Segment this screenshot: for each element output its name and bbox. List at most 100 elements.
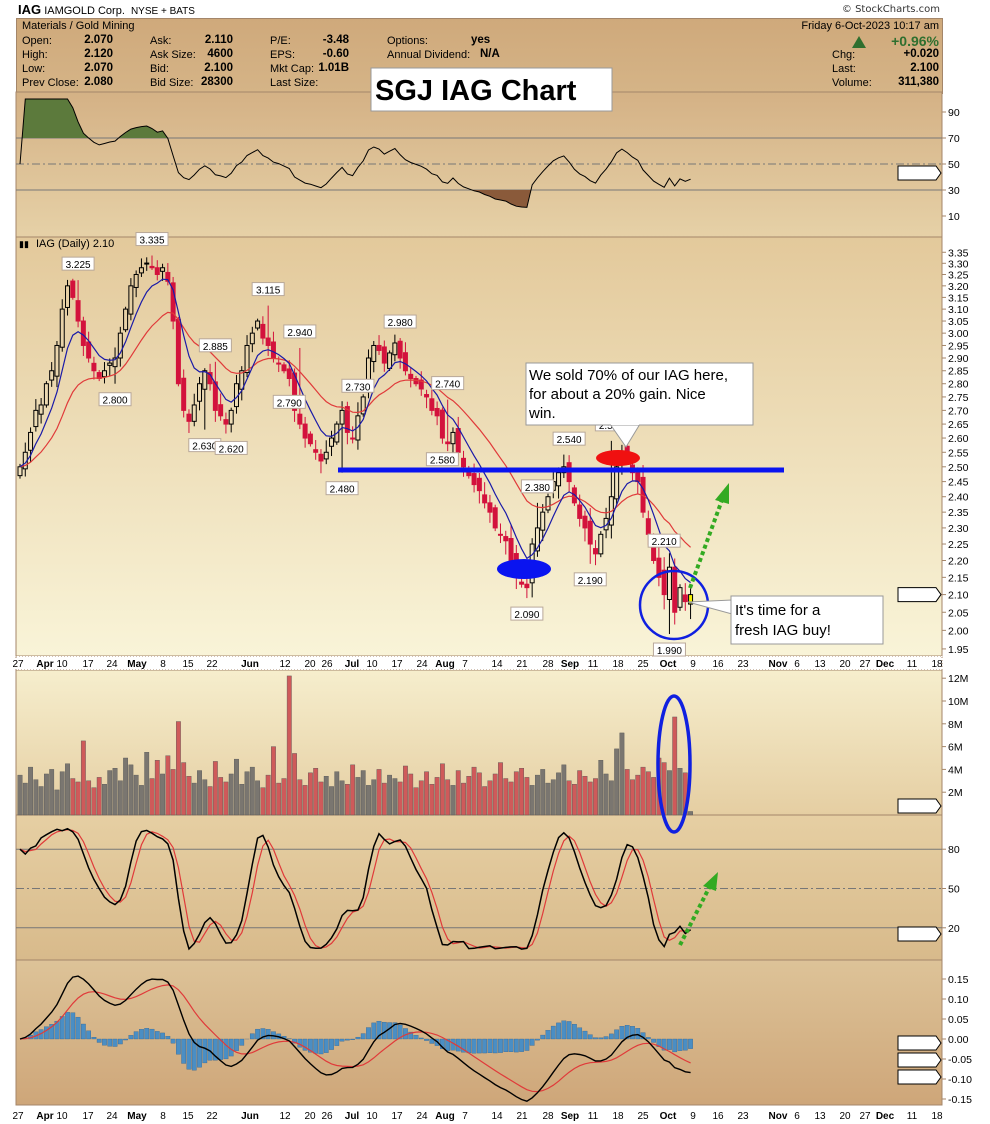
candle-body <box>439 409 445 439</box>
macd-histogram-bar <box>429 1038 435 1044</box>
candle-body <box>43 383 49 406</box>
candle-body <box>429 398 435 411</box>
candle-body <box>244 344 250 374</box>
macd-histogram-bar <box>519 1038 524 1052</box>
candlestick <box>381 340 387 372</box>
price-label-box <box>573 572 607 587</box>
candlestick <box>323 440 329 465</box>
macd-histogram-bar <box>482 1038 487 1054</box>
sto-panel-bg <box>15 814 943 961</box>
volume-bar <box>207 786 213 816</box>
candlestick <box>223 412 229 434</box>
macd-histogram-bar <box>154 1031 160 1040</box>
macd-histogram-bar <box>445 1038 451 1051</box>
volume-bar <box>392 778 398 816</box>
date-axis-label: 24 <box>416 1111 428 1122</box>
percent-change: +0.96% <box>891 33 939 49</box>
rsi-oversold-fill <box>20 190 691 208</box>
field-value: -0.60 <box>322 48 349 60</box>
date-axis-label: 14 <box>491 1111 503 1122</box>
candlestick <box>661 557 667 610</box>
buy-note-box <box>730 595 884 645</box>
candle-body <box>138 267 144 274</box>
volume-bar <box>455 770 461 816</box>
macd-histogram-bar <box>376 1020 382 1040</box>
macd-histogram-bar <box>645 1037 651 1040</box>
candlestick <box>445 399 451 452</box>
date-axis-label: 22 <box>206 659 218 670</box>
price-label-text: 2.480 <box>330 485 355 496</box>
volume-spike-ellipse <box>656 694 692 834</box>
candle-body <box>540 511 546 531</box>
candlestick <box>672 558 678 625</box>
date-time: Friday 6-Oct-2023 10:17 am <box>801 20 939 32</box>
sold-note-box <box>525 362 754 426</box>
price-label-text: 3.335 <box>139 236 164 247</box>
date-axis-label: Jul <box>345 1111 360 1122</box>
candle-body <box>181 377 187 411</box>
volume-bar <box>492 773 498 816</box>
date-axis-label: 26 <box>321 659 333 670</box>
volume-bar <box>292 753 297 816</box>
volume-bar <box>545 782 551 816</box>
volume-bar <box>323 776 329 816</box>
macd-histogram-bar <box>96 1038 102 1043</box>
candle-body <box>450 431 456 445</box>
price-axis-label: 2.40 <box>948 492 969 504</box>
company-name: IAMGOLD Corp. <box>44 5 125 17</box>
volume-bar <box>170 769 176 816</box>
field-value: 2.110 <box>204 34 233 46</box>
candlestick <box>123 306 129 333</box>
macd-histogram-bar <box>661 1038 667 1051</box>
price-axis-label: 2.10 <box>948 590 969 602</box>
date-axis-label: 15 <box>182 1111 194 1122</box>
annotations: SGJ IAG Chart We sold 70% of our IAG her… <box>338 67 884 946</box>
macd-histogram-bar <box>556 1022 561 1040</box>
candle-body <box>160 267 166 272</box>
price-axis-label: 1.95 <box>948 644 969 656</box>
volume-bar <box>265 774 271 816</box>
candlestick <box>397 338 403 369</box>
macd-histogram-bar <box>682 1038 688 1051</box>
rsi-line <box>19 98 691 208</box>
candlestick <box>593 540 599 566</box>
date-axis-label: 16 <box>712 659 724 670</box>
candle-body <box>191 404 197 422</box>
volume-bar <box>212 761 218 816</box>
macd-histogram-bar <box>466 1038 472 1054</box>
candlestick <box>112 347 118 384</box>
candle-body <box>593 548 599 555</box>
macd-histogram-bar <box>513 1038 519 1053</box>
volume-bar <box>218 777 224 816</box>
volume-bar <box>128 764 134 816</box>
price-label-text: 2.630 <box>192 442 217 453</box>
price-axis-label: 2.25 <box>948 539 969 551</box>
volume-bar <box>54 789 60 816</box>
candlestick <box>38 397 44 424</box>
price-label-box <box>652 642 686 657</box>
price-axis-label: 2.05 <box>948 607 969 619</box>
stockcharts-watermark: © StockCharts.com <box>841 4 940 15</box>
volume-bar <box>376 769 382 816</box>
candlestick <box>265 305 271 356</box>
price-label-box <box>272 394 306 409</box>
last-value-tag <box>897 926 942 942</box>
candlestick <box>281 362 287 374</box>
stoch-axis-label: 50 <box>948 884 960 896</box>
volume-bar <box>366 785 371 816</box>
candle-body <box>376 344 382 351</box>
ema-fast-line <box>19 278 691 584</box>
last-value-tag <box>897 1052 942 1068</box>
rsi-axis-label: 90 <box>948 107 960 119</box>
candle-body <box>614 466 620 500</box>
field-label: Open: <box>22 35 52 47</box>
sold-note-line: We sold 70% of our IAG here, <box>529 367 728 384</box>
volume-bar <box>22 782 28 816</box>
volume-bar <box>524 777 530 816</box>
date-axis-label: 21 <box>516 1111 528 1122</box>
candlestick <box>255 318 261 331</box>
candle-body <box>350 437 356 440</box>
candle-body <box>497 533 503 536</box>
quote-value: 311,380 <box>898 76 939 88</box>
candle-body <box>397 340 403 359</box>
